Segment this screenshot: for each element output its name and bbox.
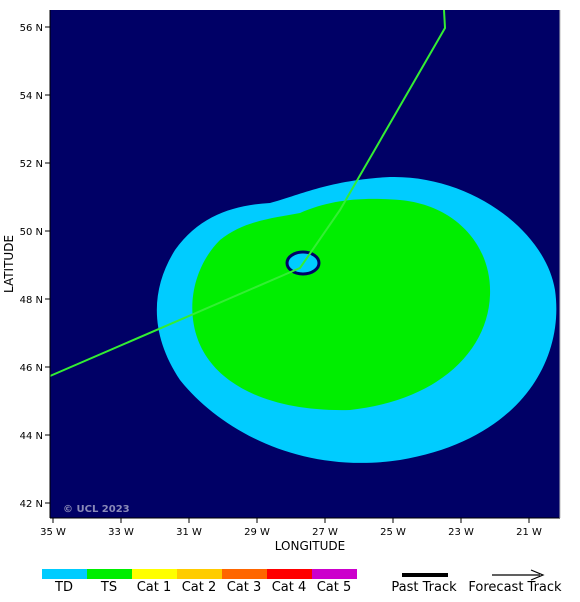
legend-label-td: TD [54,580,73,595]
y-tick-label: 54 N [20,91,43,102]
y-tick-label: 48 N [20,295,43,306]
legend-swatch-td [42,569,87,579]
x-tick-label: 35 W [40,527,66,538]
y-tick-label: 56 N [20,23,43,34]
y-tick-label: 46 N [20,363,43,374]
legend-swatch-cat4 [267,569,312,579]
legend-swatch-cat5 [312,569,357,579]
past-track-label: Past Track [391,580,457,595]
x-tick-label: 21 W [516,527,542,538]
copyright-label: © UCL 2023 [63,504,130,515]
x-tick-label: 33 W [108,527,134,538]
y-axis-title: LATITUDE [2,235,16,293]
legend-label-cat5: Cat 5 [317,580,352,595]
ts-wind-field [192,198,491,411]
map-axes [45,10,561,523]
legend-swatch-cat1 [132,569,177,579]
y-tick-label: 52 N [20,159,43,170]
x-tick-label: 31 W [176,527,202,538]
legend-label-ts: TS [100,580,117,595]
x-tick-label: 27 W [312,527,338,538]
legend-label-cat2: Cat 2 [182,580,217,595]
legend-label-cat1: Cat 1 [137,580,172,595]
x-axis-title: LONGITUDE [275,539,345,553]
y-tick-label: 44 N [20,431,43,442]
legend-label-cat4: Cat 4 [272,580,307,595]
track-legend: Past Track Forecast Track [391,569,562,595]
forecast-arrow-icon [530,569,545,581]
x-tick-label: 29 W [244,527,270,538]
legend-label-cat3: Cat 3 [227,580,262,595]
y-tick-label: 50 N [20,227,43,238]
y-tick-label: 42 N [20,499,43,510]
legend-swatch-cat3 [222,569,267,579]
storm-track-line [49,9,447,377]
x-tick-label: 25 W [380,527,406,538]
legend-swatch-cat2 [177,569,222,579]
forecast-track-label: Forecast Track [468,580,562,595]
legend-swatch-ts [87,569,132,579]
x-tick-label: 23 W [448,527,474,538]
category-legend: TD TS Cat 1 Cat 2 Cat 3 Cat 4 Cat 5 [42,569,357,595]
